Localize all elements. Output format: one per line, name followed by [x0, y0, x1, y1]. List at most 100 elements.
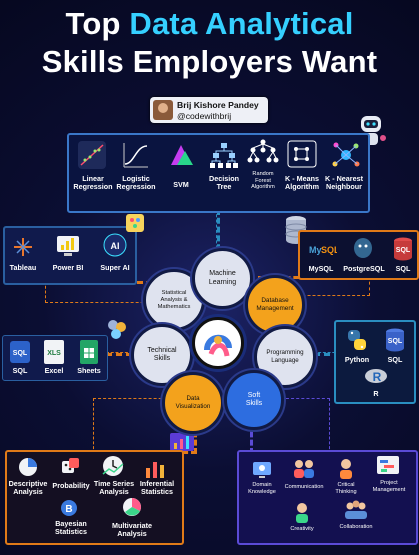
critical-thinking-icon — [340, 459, 352, 479]
author-badge: Brij Kishore Pandey @codewithbrij — [150, 97, 268, 123]
avatar — [153, 100, 173, 120]
author-handle: @codewithbrij — [177, 111, 232, 121]
sheets-icon — [80, 340, 98, 364]
hub-label: Technical Skills — [147, 346, 177, 363]
ml-item-label: Logistic Regression — [116, 174, 156, 191]
multivariate-icon — [123, 498, 141, 516]
ml-item-label: K - Means Algorithm — [285, 174, 319, 191]
forest-icon — [247, 139, 279, 163]
palette-icon — [126, 214, 144, 232]
creativity-icon — [296, 503, 308, 523]
svg-text:SQL: SQL — [388, 338, 403, 345]
db-label: MySQL — [308, 264, 334, 273]
communication-icon — [294, 460, 314, 478]
ml-item-label: Linear Regression — [73, 174, 113, 191]
tableau-icon — [14, 238, 32, 256]
tool-label: Tableau — [9, 263, 37, 272]
stat-label: Probability — [52, 481, 90, 490]
database-cluster-icon — [108, 320, 126, 339]
ml-item-label: SVM — [173, 180, 189, 189]
stat-label: Inferential Statistics — [139, 479, 175, 496]
scatter-line-icon — [78, 141, 106, 169]
stat-label: Time Series Analysis — [93, 479, 135, 496]
svg-text:B: B — [65, 504, 72, 515]
soft-skills-panel: Domain Knowledge Communication Critical … — [237, 450, 418, 545]
machine-learning-panel: Linear Regression Logistic Regression SV… — [67, 133, 370, 213]
svg-text:XLS: XLS — [47, 350, 61, 357]
title-highlight: Data Analytical — [129, 6, 354, 41]
ai-icon: AI — [103, 233, 127, 257]
sql-icon: SQL — [10, 341, 30, 363]
soft-label: Communication — [284, 484, 324, 490]
db-label: SQL — [395, 264, 411, 273]
postgresql-icon — [354, 238, 372, 258]
soft-label: Collaboration — [339, 524, 373, 530]
tech-label: Excel — [44, 366, 64, 375]
excel-icon: XLS — [44, 340, 64, 364]
prog-label: R — [373, 389, 379, 398]
hub-database: Database Management — [245, 275, 305, 335]
db-label: PostgreSQL — [343, 264, 385, 273]
r-icon: R — [365, 369, 387, 384]
prog-label: SQL — [387, 355, 403, 364]
database-panel: My SQL MySQL PostgreSQL SQL SQL — [298, 230, 419, 280]
ml-item-label: Random Forest Algorithm — [251, 171, 275, 190]
tool-label: Super AI — [100, 263, 130, 272]
tools-panel: Tableau Power BI AI Super AI — [3, 226, 137, 285]
tech-label: SQL — [12, 366, 28, 375]
ml-item-label: K - Nearest Neighbour — [325, 174, 363, 191]
mysql-icon: My SQL — [309, 245, 337, 255]
tool-label: Power BI — [52, 263, 84, 272]
svg-text:R: R — [373, 370, 382, 384]
domain-knowledge-icon — [253, 462, 271, 478]
stat-label: Bayesian Statistics — [55, 519, 87, 536]
technical-panel: SQL SQL XLS Excel Sheets — [2, 335, 108, 381]
hub-machine-learning: Machine Learning — [192, 248, 253, 309]
collaboration-icon — [345, 500, 367, 519]
svg-text:AI: AI — [111, 241, 120, 251]
hub-label: Machine Learning — [208, 270, 237, 286]
soft-label: Critical Thinking — [335, 482, 357, 495]
svg-text:SQL: SQL — [396, 247, 411, 254]
center-logo — [192, 317, 244, 369]
sql-icon: SQL — [394, 237, 412, 261]
svg-text:SQL: SQL — [321, 245, 337, 255]
statistics-panel: Descriptive Analysis Probability Time Se… — [5, 450, 184, 545]
python-icon — [348, 330, 366, 350]
prog-label: Python — [344, 355, 370, 364]
bayesian-icon: B — [61, 500, 77, 516]
hub-data-visualization: Data Visualization — [162, 372, 224, 434]
hub-label: Database Management — [256, 296, 294, 313]
abstract-logo-icon — [204, 334, 232, 357]
s-curve-icon — [123, 143, 148, 168]
stat-label: Multivariate Analysis — [112, 521, 152, 538]
sql-icon: SQL — [386, 328, 404, 352]
ml-item-label: Decision Tree — [209, 174, 239, 191]
author-name: Brij Kishore Pandey — [177, 100, 259, 110]
svm-icon — [171, 145, 193, 165]
hub-label: Programming Language — [266, 348, 304, 365]
tech-label: Sheets — [77, 366, 101, 375]
stat-label: Descriptive Analysis — [8, 479, 48, 496]
descriptive-icon — [19, 458, 37, 476]
time-series-icon — [102, 456, 124, 476]
soft-label: Domain Knowledge — [248, 482, 276, 495]
probability-icon — [62, 458, 79, 473]
hub-soft-skills: Soft Skills — [224, 370, 284, 430]
inferential-icon — [146, 462, 164, 478]
cluster-icon — [287, 140, 317, 168]
project-management-icon — [377, 456, 399, 474]
soft-label: Creativity — [290, 526, 314, 532]
network-icon — [332, 142, 360, 167]
chart-icon — [170, 433, 194, 451]
title-prefix: Top — [65, 6, 130, 41]
programming-panel: Python SQL SQL R R — [334, 320, 416, 404]
hub-label: Data Visualization — [175, 394, 211, 411]
svg-text:My: My — [309, 245, 322, 255]
page-title-line1: Top Data Analytical — [0, 6, 419, 42]
svg-text:SQL: SQL — [13, 350, 28, 357]
page-title-line2: Skills Employers Want — [41, 44, 378, 79]
soft-label: Project Management — [372, 480, 406, 493]
hub-label: Statistical Analysis & Mathematics — [157, 289, 191, 310]
powerbi-icon — [57, 236, 79, 256]
